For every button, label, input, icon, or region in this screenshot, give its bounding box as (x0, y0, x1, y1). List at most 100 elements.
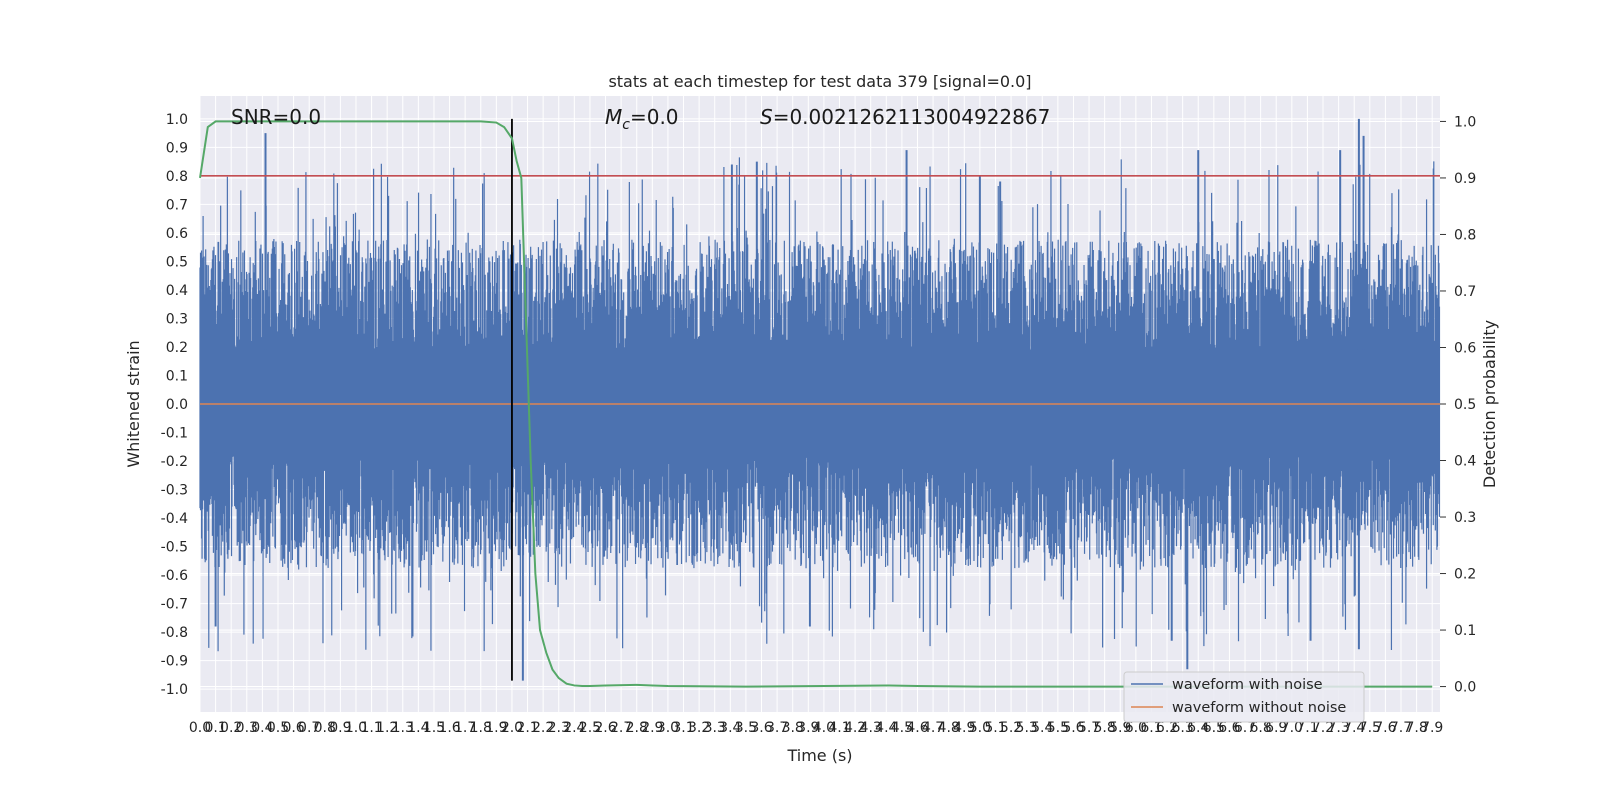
y-tick-label: 0.7 (166, 197, 188, 213)
x-tick-label: 3.8 (782, 720, 804, 736)
legend: waveform with noise waveform without noi… (1123, 671, 1365, 723)
x-tick-label: 4.4 (875, 720, 897, 736)
x-axis-label: Time (s) (786, 746, 852, 765)
x-tick-label: 0.5 (267, 720, 289, 736)
y2-tick-label: 0.2 (1454, 567, 1476, 583)
x-tick-label: 7.0 (1281, 720, 1303, 736)
x-tick-label: 7.2 (1312, 720, 1334, 736)
y-tick-label: -0.9 (161, 654, 188, 670)
s-annotation: S=0.0021262113004922867 (760, 105, 1050, 129)
y-tick-label: -1.0 (161, 682, 188, 698)
x-tick-label: 7.8 (1405, 720, 1427, 736)
x-tick-label: 3.3 (704, 720, 726, 736)
y-tick-label: -0.2 (161, 454, 188, 470)
x-tick-label: 7.6 (1374, 720, 1396, 736)
x-tick-label: 2.6 (594, 720, 616, 736)
legend-label-waveform-with-noise: waveform with noise (1172, 677, 1323, 693)
y-tick-label: -0.8 (161, 625, 188, 641)
y-tick-label: 0.3 (166, 311, 188, 327)
x-tick-label: 7.9 (1421, 720, 1443, 736)
x-tick-label: 0.0 (189, 720, 211, 736)
x-tick-label: 5.1 (984, 720, 1006, 736)
y-tick-label: -0.4 (161, 511, 188, 527)
x-tick-label: 1.5 (423, 720, 445, 736)
x-tick-label: 4.3 (860, 720, 882, 736)
y2-tick-label: 0.9 (1454, 171, 1476, 187)
y-tick-label: 1.0 (166, 112, 188, 128)
legend-label-waveform-without-noise: waveform without noise (1172, 700, 1346, 716)
x-tick-label: 2.3 (548, 720, 570, 736)
x-tick-label: 6.5 (1203, 720, 1225, 736)
x-tick-label: 6.1 (1140, 720, 1162, 736)
y-tick-label: 0.4 (166, 283, 188, 299)
x-tick-label: 4.6 (906, 720, 928, 736)
x-tick-label: 2.9 (641, 720, 663, 736)
y2-tick-label: 0.5 (1454, 397, 1476, 413)
x-tick-label: 6.6 (1218, 720, 1240, 736)
y-tick-label: 0.2 (166, 340, 188, 356)
x-tick-label: 6.4 (1187, 720, 1209, 736)
y2-tick-label: 1.0 (1454, 114, 1476, 130)
x-tick-label: 6.0 (1125, 720, 1147, 736)
x-tick-label: 2.4 (563, 720, 585, 736)
x-tick-label: 3.5 (735, 720, 757, 736)
x-tick-label: 1.1 (360, 720, 382, 736)
x-tick-label: 3.1 (672, 720, 694, 736)
x-tick-label: 0.3 (236, 720, 258, 736)
x-tick-label: 5.7 (1078, 720, 1100, 736)
detection-probability-line (199, 120, 1433, 688)
x-tick-label: 4.1 (828, 720, 850, 736)
x-tick-label: 5.0 (969, 720, 991, 736)
x-tick-label: 5.5 (1047, 720, 1069, 736)
y2-tick-label: 0.4 (1454, 454, 1476, 470)
x-tick-label: 0.2 (220, 720, 242, 736)
y-tick-label: 0.9 (166, 140, 188, 156)
mc-annotation: Mc=0.0 (605, 105, 679, 133)
y-tick-label: 0.5 (166, 254, 188, 270)
ticks: 0.00.10.20.30.40.50.60.70.80.91.01.11.21… (161, 112, 1477, 736)
x-tick-label: 1.0 (345, 720, 367, 736)
x-tick-label: 5.8 (1094, 720, 1116, 736)
overlay-lines (199, 118, 1440, 688)
x-tick-label: 3.4 (719, 720, 741, 736)
x-tick-label: 0.7 (298, 720, 320, 736)
y-tick-label: 0.6 (166, 226, 188, 242)
y-tick-label: -0.7 (161, 597, 188, 613)
y-tick-label: -0.1 (161, 426, 188, 442)
y-tick-label: -0.5 (161, 540, 188, 556)
y-tick-label: -0.6 (161, 568, 188, 584)
x-tick-label: 1.2 (376, 720, 398, 736)
x-tick-label: 6.2 (1156, 720, 1178, 736)
x-tick-label: 1.8 (470, 720, 492, 736)
y2-tick-label: 0.6 (1454, 340, 1476, 356)
x-tick-label: 5.3 (1016, 720, 1038, 736)
s-symbol: S (760, 105, 773, 129)
x-tick-label: 4.8 (938, 720, 960, 736)
s-value: =0.0021262113004922867 (773, 105, 1051, 129)
x-tick-label: 5.2 (1000, 720, 1022, 736)
x-tick-label: 7.4 (1343, 720, 1365, 736)
x-tick-label: 7.7 (1390, 720, 1412, 736)
x-tick-label: 1.3 (392, 720, 414, 736)
y-tick-label: 0.1 (166, 368, 188, 384)
x-tick-label: 4.2 (844, 720, 866, 736)
x-tick-label: 6.8 (1249, 720, 1271, 736)
y-tick-label: 0.0 (166, 397, 188, 413)
x-tick-label: 0.6 (282, 720, 304, 736)
x-tick-label: 1.7 (454, 720, 476, 736)
mc-value: =0.0 (630, 105, 679, 129)
x-tick-label: 7.1 (1296, 720, 1318, 736)
noise-series (199, 118, 1441, 681)
x-tick-label: 5.9 (1109, 720, 1131, 736)
x-tick-label: 3.0 (657, 720, 679, 736)
x-tick-label: 4.5 (891, 720, 913, 736)
x-tick-label: 2.0 (501, 720, 523, 736)
x-tick-label: 7.5 (1359, 720, 1381, 736)
snr-annotation: SNR=0.0 (231, 105, 321, 129)
x-tick-label: 3.7 (766, 720, 788, 736)
x-tick-label: 6.3 (1172, 720, 1194, 736)
x-tick-label: 2.2 (532, 720, 554, 736)
y2-tick-label: 0.1 (1454, 623, 1476, 639)
x-tick-label: 2.1 (516, 720, 538, 736)
